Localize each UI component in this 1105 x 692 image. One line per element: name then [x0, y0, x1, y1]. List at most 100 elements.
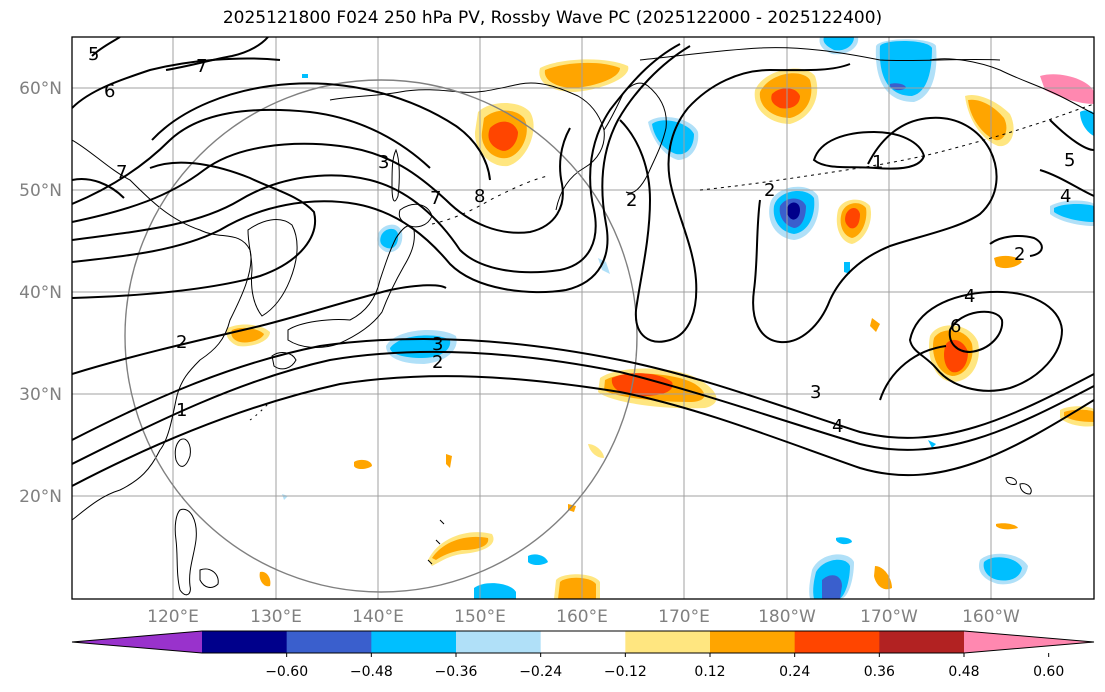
coastline-luzon — [174, 508, 197, 596]
contour-line — [752, 116, 998, 344]
coastline-islands — [427, 519, 445, 565]
contour-label: 4 — [964, 286, 975, 307]
anomaly-negative — [1054, 204, 1094, 222]
anomaly-positive — [996, 523, 1018, 530]
coastline-okhotsk — [329, 82, 605, 211]
lat-tick-label: 50°N — [19, 181, 62, 201]
colorbar-tick-label: 0.24 — [779, 664, 810, 680]
pv-contours — [72, 37, 1094, 487]
colorbar-tick-label: −0.36 — [435, 664, 478, 680]
colorbar-tick-label: 0.60 — [1033, 664, 1064, 680]
contour-label: 5 — [88, 44, 99, 65]
contour-line — [1049, 119, 1094, 151]
contour-line — [72, 284, 447, 375]
coastline-ryukyu — [249, 403, 269, 421]
contour-label: 3 — [378, 152, 389, 173]
colorbar-segment — [286, 631, 372, 653]
colorbar-segment — [371, 631, 457, 653]
contour-label: 5 — [1064, 150, 1075, 171]
contour-label: 2 — [764, 180, 775, 201]
contour-line — [812, 130, 926, 170]
anomaly-negative — [928, 440, 936, 448]
lon-tick-label: 130°E — [250, 607, 302, 627]
anomaly-positive — [874, 566, 892, 590]
contour-label: 2 — [176, 332, 187, 353]
anomaly-positive — [488, 121, 518, 151]
chart-title: 2025121800 F024 250 hPa PV, Rossby Wave … — [222, 8, 883, 28]
anomaly-positive — [354, 459, 372, 469]
contour-label: 6 — [950, 316, 961, 337]
colorbar-segment — [540, 631, 626, 653]
graticule — [72, 37, 1094, 599]
contour-label: 2 — [432, 352, 443, 373]
colorbar-segment — [625, 631, 711, 653]
anomaly-positive — [870, 318, 880, 332]
lon-tick-label: 140°E — [352, 607, 404, 627]
colorbar-tick-label: −0.12 — [604, 664, 647, 680]
coastline-aleutians — [699, 103, 1094, 191]
coastline-hawaii — [1005, 477, 1017, 485]
anomaly-positive — [259, 571, 271, 587]
contour-line — [72, 45, 691, 294]
coastline-taiwan — [174, 438, 191, 467]
lon-tick-label: 150°E — [454, 607, 506, 627]
colorbar-extend-high — [964, 631, 1094, 653]
anomaly-negative — [598, 258, 610, 274]
coastline-sakhalin — [391, 148, 400, 202]
lon-tick-label: 170°W — [860, 607, 918, 627]
coastline-hawaii-2 — [1019, 483, 1032, 495]
coastline-siberia — [639, 47, 1001, 62]
contour-line — [91, 37, 121, 57]
anomaly-positive — [944, 339, 968, 373]
anomaly-negative — [879, 40, 932, 96]
anomaly-negative — [822, 575, 842, 599]
contour-line — [72, 108, 431, 205]
colorbar-tick-label: −0.48 — [350, 664, 393, 680]
anomaly-negative — [282, 494, 288, 500]
lat-tick-label: 40°N — [19, 283, 62, 303]
colorbar-tick-label: 0.12 — [694, 664, 725, 680]
contour-line — [1039, 169, 1094, 197]
colorbar-tick-label: −0.24 — [519, 664, 562, 680]
contour-label: 4 — [1060, 186, 1071, 207]
anomaly-positive — [568, 504, 576, 512]
contour-line — [72, 337, 1094, 441]
anomaly-positive — [558, 577, 596, 599]
lat-tick-label: 30°N — [19, 385, 62, 405]
anomaly-positive — [1040, 74, 1094, 104]
contour-line — [948, 310, 1004, 354]
colorbar-tick-label: 0.48 — [948, 664, 979, 680]
lat-tick-label: 20°N — [19, 487, 62, 507]
anomaly-negative — [302, 74, 308, 78]
longitude-labels: 120°E 130°E 140°E 150°E 160°E 170°E 180°… — [147, 607, 1020, 627]
contour-line — [151, 82, 491, 181]
anomaly-negative — [528, 554, 548, 565]
contour-line — [165, 37, 269, 71]
anomaly-negative — [474, 583, 516, 599]
lon-tick-label: 160°E — [556, 607, 608, 627]
pv-anomaly-shading — [226, 37, 1094, 599]
anomaly-positive — [968, 99, 1007, 141]
colorbar-segment — [710, 631, 796, 653]
coastline-kyushu — [271, 352, 297, 370]
contour-labels: 6 7 5 2 1 7 8 2 3 6 7 2 1 4 5 4 2 3 4 3 … — [88, 44, 1075, 437]
anomaly-negative — [836, 537, 852, 545]
coastline-kurils — [431, 175, 549, 225]
anomaly-positive — [588, 444, 604, 458]
colorbar-segment — [202, 631, 288, 653]
colorbar-outline — [71, 630, 1095, 654]
colorbar-segment — [879, 631, 965, 653]
contour-line — [879, 345, 947, 401]
contour-label: 7 — [430, 188, 441, 209]
lon-tick-label: 160°W — [962, 607, 1020, 627]
lon-tick-label: 180°W — [758, 607, 816, 627]
anomaly-negative — [786, 202, 800, 220]
map-frame — [71, 36, 1095, 600]
colorbar-tick-label: −0.60 — [265, 664, 308, 680]
contour-label: 1 — [176, 400, 187, 421]
anomaly-negative — [844, 262, 850, 274]
contour-line — [72, 57, 281, 109]
anomaly-negative — [983, 557, 1022, 581]
colorbar-segment — [456, 631, 542, 653]
